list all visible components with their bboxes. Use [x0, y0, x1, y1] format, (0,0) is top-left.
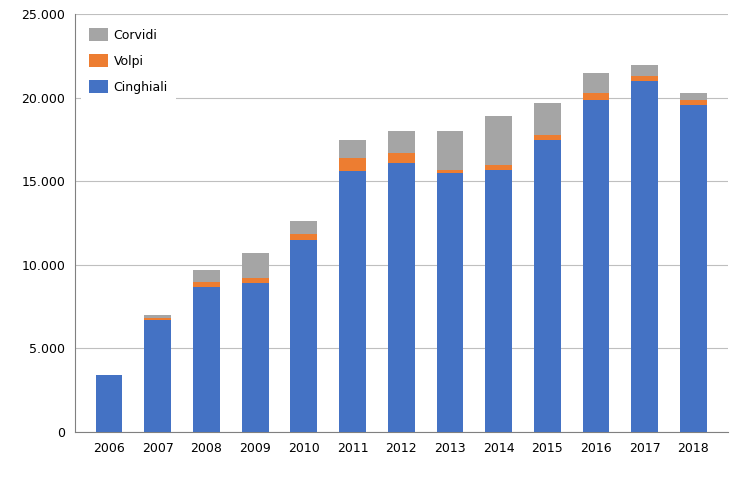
Bar [388, 163, 415, 432]
Bar [242, 283, 268, 432]
Bar [193, 270, 220, 282]
Bar [436, 132, 463, 170]
Bar [485, 170, 512, 432]
Bar [583, 73, 610, 93]
Bar [290, 234, 317, 240]
Legend: Corvidi, Volpi, Cinghiali: Corvidi, Volpi, Cinghiali [81, 21, 176, 102]
Bar [193, 287, 220, 432]
Bar [632, 64, 658, 76]
Bar [145, 318, 171, 320]
Bar [436, 170, 463, 173]
Bar [534, 140, 561, 432]
Bar [96, 375, 122, 432]
Bar [145, 315, 171, 318]
Bar [290, 221, 317, 234]
Bar [193, 282, 220, 287]
Bar [632, 76, 658, 81]
Bar [583, 99, 610, 432]
Bar [680, 105, 706, 432]
Bar [680, 99, 706, 105]
Bar [436, 173, 463, 432]
Bar [339, 158, 366, 171]
Bar [485, 165, 512, 170]
Bar [339, 171, 366, 432]
Bar [242, 278, 268, 283]
Bar [680, 93, 706, 99]
Bar [534, 135, 561, 140]
Bar [388, 153, 415, 163]
Bar [290, 240, 317, 432]
Bar [242, 253, 268, 278]
Bar [583, 93, 610, 99]
Bar [534, 103, 561, 135]
Bar [632, 81, 658, 432]
Bar [388, 132, 415, 153]
Bar [339, 140, 366, 158]
Bar [485, 116, 512, 165]
Bar [145, 320, 171, 432]
